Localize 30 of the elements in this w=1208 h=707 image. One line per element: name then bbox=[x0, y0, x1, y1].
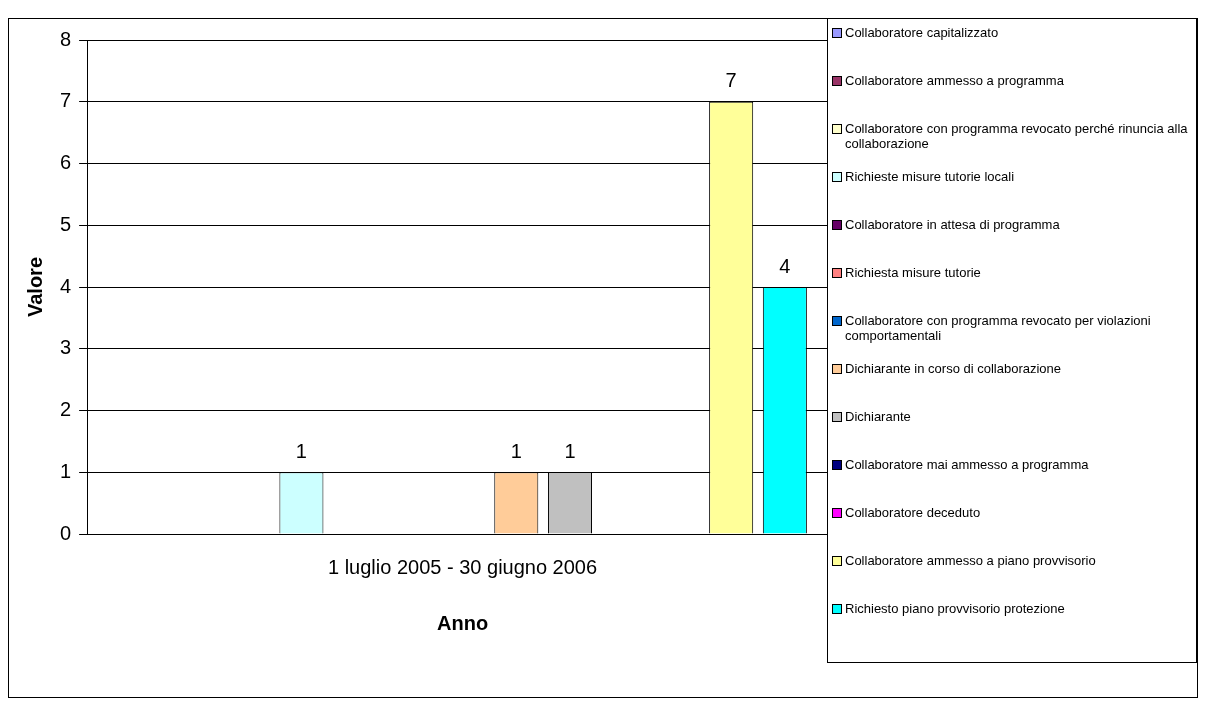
y-tick-label: 3 bbox=[60, 336, 72, 359]
legend-label: Richiesta misure tutorie bbox=[845, 265, 982, 280]
data-label: 1 bbox=[564, 439, 576, 462]
legend-label: Dichiarante bbox=[845, 409, 912, 424]
legend-label: Collaboratore capitalizzato bbox=[845, 25, 1000, 40]
y-tick-label: 6 bbox=[60, 151, 72, 174]
x-tick-label: 1 luglio 2005 - 30 giugno 2006 bbox=[328, 555, 598, 578]
y-tick-label: 5 bbox=[60, 212, 72, 235]
legend-label: Dichiarante in corso di collaborazione bbox=[845, 361, 1063, 376]
y-tick-label: 4 bbox=[60, 274, 72, 297]
legend-label: Collaboratore in attesa di programma bbox=[845, 217, 1061, 232]
legend-label: Collaboratore ammesso a programma bbox=[845, 73, 1065, 88]
y-tick-label: 7 bbox=[60, 89, 72, 112]
x-axis-title: Anno bbox=[437, 611, 489, 634]
legend-label: Collaboratore ammesso a piano provvisorio bbox=[845, 553, 1097, 568]
data-label: 7 bbox=[725, 69, 737, 92]
y-tick-label: 8 bbox=[60, 27, 72, 50]
legend-label: Collaboratore con programma revocato perché rinuncia alla collaborazione bbox=[845, 121, 1189, 151]
legend-label: Richiesto piano provvisorio protezione bbox=[845, 601, 1066, 616]
y-tick-label: 2 bbox=[60, 398, 72, 421]
y-tick-label: 0 bbox=[60, 521, 72, 544]
legend-label: Collaboratore con programma revocato per violazioni comportamentali bbox=[845, 313, 1152, 343]
data-label: 1 bbox=[295, 439, 307, 462]
legend-label: Collaboratore deceduto bbox=[845, 505, 982, 520]
legend-label: Richieste misure tutorie locali bbox=[845, 169, 1016, 184]
y-axis-title: Valore bbox=[23, 256, 46, 318]
data-label: 4 bbox=[779, 254, 791, 277]
y-tick-label: 1 bbox=[60, 459, 72, 482]
legend-label: Collaboratore mai ammesso a programma bbox=[845, 457, 1090, 472]
data-label: 1 bbox=[510, 439, 522, 462]
